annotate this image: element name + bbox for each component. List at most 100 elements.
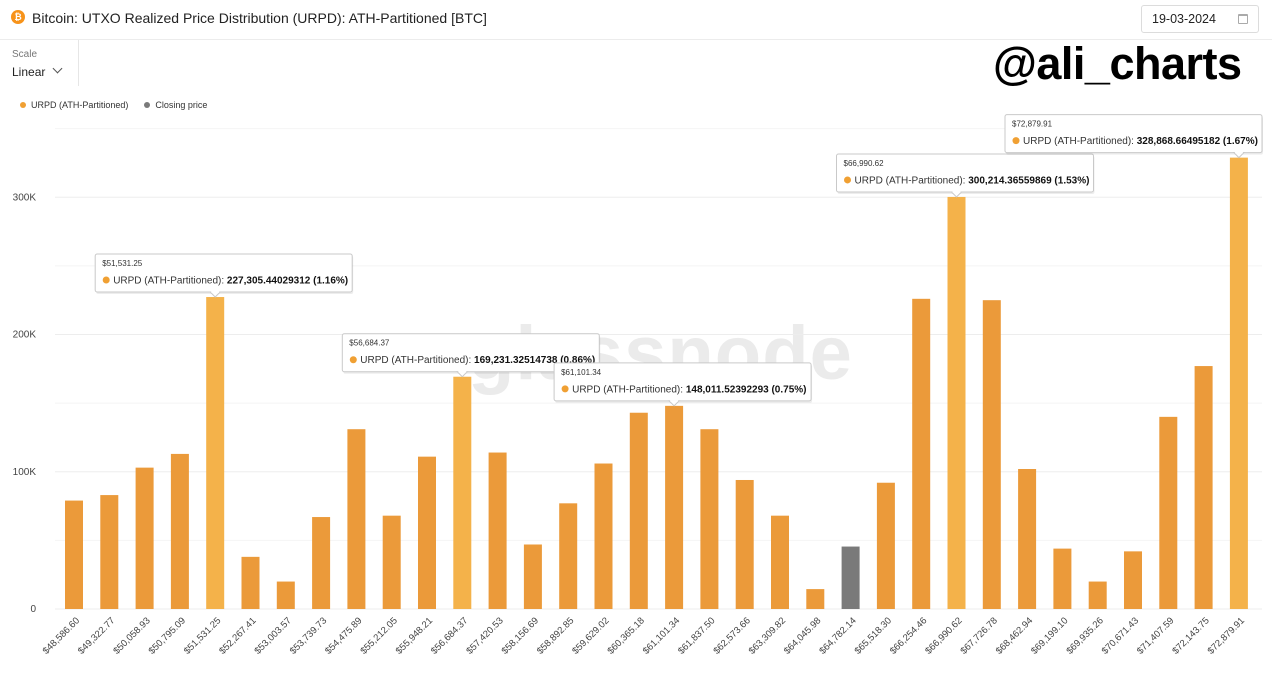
legend-item-closing-price[interactable]: Closing price bbox=[144, 100, 207, 110]
x-tick-label: $48,586.60 bbox=[41, 615, 82, 656]
bar-urpd[interactable] bbox=[559, 503, 578, 609]
bar-urpd[interactable] bbox=[594, 463, 613, 609]
x-tick-label: $66,254.46 bbox=[888, 615, 929, 656]
bar-urpd[interactable] bbox=[1088, 581, 1107, 609]
bar-closing-price[interactable] bbox=[841, 546, 860, 609]
tooltip-price: $56,684.37 bbox=[349, 339, 390, 348]
x-tick-label: $57,420.53 bbox=[464, 615, 505, 656]
x-tick-label: $72,879.91 bbox=[1206, 615, 1247, 656]
legend-label-closing-price: Closing price bbox=[155, 100, 208, 110]
chart-legend: URPD (ATH-Partitioned) Closing price bbox=[20, 100, 207, 110]
date-picker[interactable]: 19-03-2024 bbox=[1141, 5, 1259, 33]
tooltip-series-label: URPD (ATH-Partitioned): 328,868.66495182… bbox=[1023, 136, 1258, 147]
x-tick-label: $58,156.69 bbox=[500, 615, 541, 656]
tooltip-box bbox=[1004, 114, 1263, 154]
bar-urpd[interactable] bbox=[206, 297, 225, 609]
bar-urpd[interactable] bbox=[347, 429, 366, 609]
tooltip-series-label: URPD (ATH-Partitioned): 148,011.52392293… bbox=[572, 384, 806, 395]
bar-urpd[interactable] bbox=[418, 456, 436, 609]
x-tick-label: $68,462.94 bbox=[994, 615, 1035, 656]
bar-urpd[interactable] bbox=[170, 453, 189, 609]
x-tick-label: $60,365.18 bbox=[606, 615, 647, 656]
calendar-icon[interactable] bbox=[1238, 14, 1248, 24]
x-tick-label: $52,267.41 bbox=[217, 615, 258, 656]
bar-urpd[interactable] bbox=[947, 196, 966, 609]
tooltip-box bbox=[341, 333, 600, 373]
x-tick-label: $64,782.14 bbox=[817, 615, 858, 656]
bar-urpd[interactable] bbox=[312, 517, 331, 609]
bar-urpd[interactable] bbox=[276, 581, 295, 609]
tooltip-value: 300,214.36559869 (1.53%) bbox=[968, 175, 1089, 186]
tooltip-value: 227,305.44029312 (1.16%) bbox=[227, 276, 348, 287]
bar-urpd[interactable] bbox=[1194, 366, 1213, 609]
x-tick-label: $51,531.25 bbox=[182, 615, 223, 656]
legend-label-urpd: URPD (ATH-Partitioned) bbox=[31, 100, 129, 110]
bar-urpd[interactable] bbox=[1159, 416, 1178, 609]
bar-urpd[interactable] bbox=[771, 515, 789, 609]
tooltip-series-label: URPD (ATH-Partitioned): 300,214.36559869… bbox=[855, 175, 1090, 186]
bar-urpd[interactable] bbox=[1229, 157, 1248, 610]
bar-urpd[interactable] bbox=[65, 500, 83, 609]
bar-urpd[interactable] bbox=[1018, 469, 1037, 609]
divider bbox=[78, 40, 79, 86]
tooltip-price: $51,531.25 bbox=[102, 259, 143, 268]
tooltip-value: 148,011.52392293 (0.75%) bbox=[686, 384, 807, 395]
bar-urpd[interactable] bbox=[912, 298, 931, 609]
legend-item-urpd[interactable]: URPD (ATH-Partitioned) bbox=[20, 100, 128, 110]
tooltip-series-label: URPD (ATH-Partitioned): 169,231.32514738… bbox=[360, 355, 595, 366]
x-tick-label: $69,199.10 bbox=[1029, 615, 1070, 656]
bar-urpd[interactable] bbox=[735, 479, 754, 609]
date-value: 19-03-2024 bbox=[1152, 12, 1216, 26]
bar-urpd[interactable] bbox=[1124, 551, 1142, 609]
tooltip-value: 328,868.66495182 (1.67%) bbox=[1137, 136, 1258, 147]
bar-urpd[interactable] bbox=[982, 300, 1001, 609]
scale-label: Scale bbox=[12, 49, 38, 60]
bar-urpd[interactable] bbox=[488, 452, 507, 609]
x-tick-label: $50,795.09 bbox=[147, 615, 188, 656]
bar-urpd[interactable] bbox=[629, 412, 648, 609]
y-tick-label: 200K bbox=[13, 330, 37, 341]
tooltip-box bbox=[553, 362, 812, 402]
bar-urpd[interactable] bbox=[241, 556, 260, 609]
watermark-handle: @ali_charts bbox=[993, 38, 1242, 89]
x-tick-label: $72,143.75 bbox=[1170, 615, 1211, 656]
x-tick-label: $62,573.66 bbox=[711, 615, 752, 656]
tooltip-dot bbox=[561, 385, 569, 393]
bar-urpd[interactable] bbox=[135, 467, 154, 609]
bar-urpd[interactable] bbox=[806, 589, 825, 609]
x-tick-label: $71,407.59 bbox=[1135, 615, 1176, 656]
tooltip-price: $61,101.34 bbox=[561, 368, 602, 377]
bar-urpd[interactable] bbox=[876, 482, 895, 609]
x-tick-label: $58,892.85 bbox=[535, 615, 576, 656]
x-tick-label: $59,629.02 bbox=[570, 615, 611, 656]
tooltip-dot bbox=[102, 276, 110, 284]
bitcoin-icon: ₿ bbox=[11, 10, 25, 24]
bar-urpd[interactable] bbox=[700, 429, 719, 609]
x-tick-label: $66,990.62 bbox=[923, 615, 964, 656]
x-tick-label: $55,948.21 bbox=[394, 615, 435, 656]
tooltip-series-label: URPD (ATH-Partitioned): 227,305.44029312… bbox=[113, 276, 348, 287]
tooltip-dot bbox=[844, 176, 851, 184]
tooltip-price: $72,879.91 bbox=[1012, 120, 1053, 129]
tooltip-price: $66,990.62 bbox=[844, 159, 885, 168]
tooltip-value: 169,231.32514738 (0.86%) bbox=[474, 355, 595, 366]
x-tick-label: $49,322.77 bbox=[76, 615, 117, 656]
x-tick-label: $61,837.50 bbox=[676, 615, 717, 656]
scale-select[interactable]: Linear bbox=[12, 65, 46, 79]
legend-dot-closing-price bbox=[144, 102, 151, 108]
x-tick-label: $70,671.43 bbox=[1100, 615, 1141, 656]
bar-urpd[interactable] bbox=[100, 495, 119, 609]
bar-urpd[interactable] bbox=[453, 376, 472, 609]
y-tick-label: 0 bbox=[30, 604, 36, 615]
x-tick-label: $67,726.78 bbox=[959, 615, 1000, 656]
bar-urpd[interactable] bbox=[1053, 548, 1072, 609]
bar-urpd[interactable] bbox=[523, 544, 542, 609]
bar-urpd[interactable] bbox=[382, 515, 401, 609]
tooltip-box bbox=[836, 153, 1094, 193]
x-tick-label: $63,309.82 bbox=[747, 615, 788, 656]
legend-dot-urpd bbox=[20, 102, 26, 108]
bar-urpd[interactable] bbox=[665, 405, 684, 609]
x-tick-label: $64,045.98 bbox=[782, 615, 823, 656]
tooltip-box bbox=[94, 253, 353, 293]
